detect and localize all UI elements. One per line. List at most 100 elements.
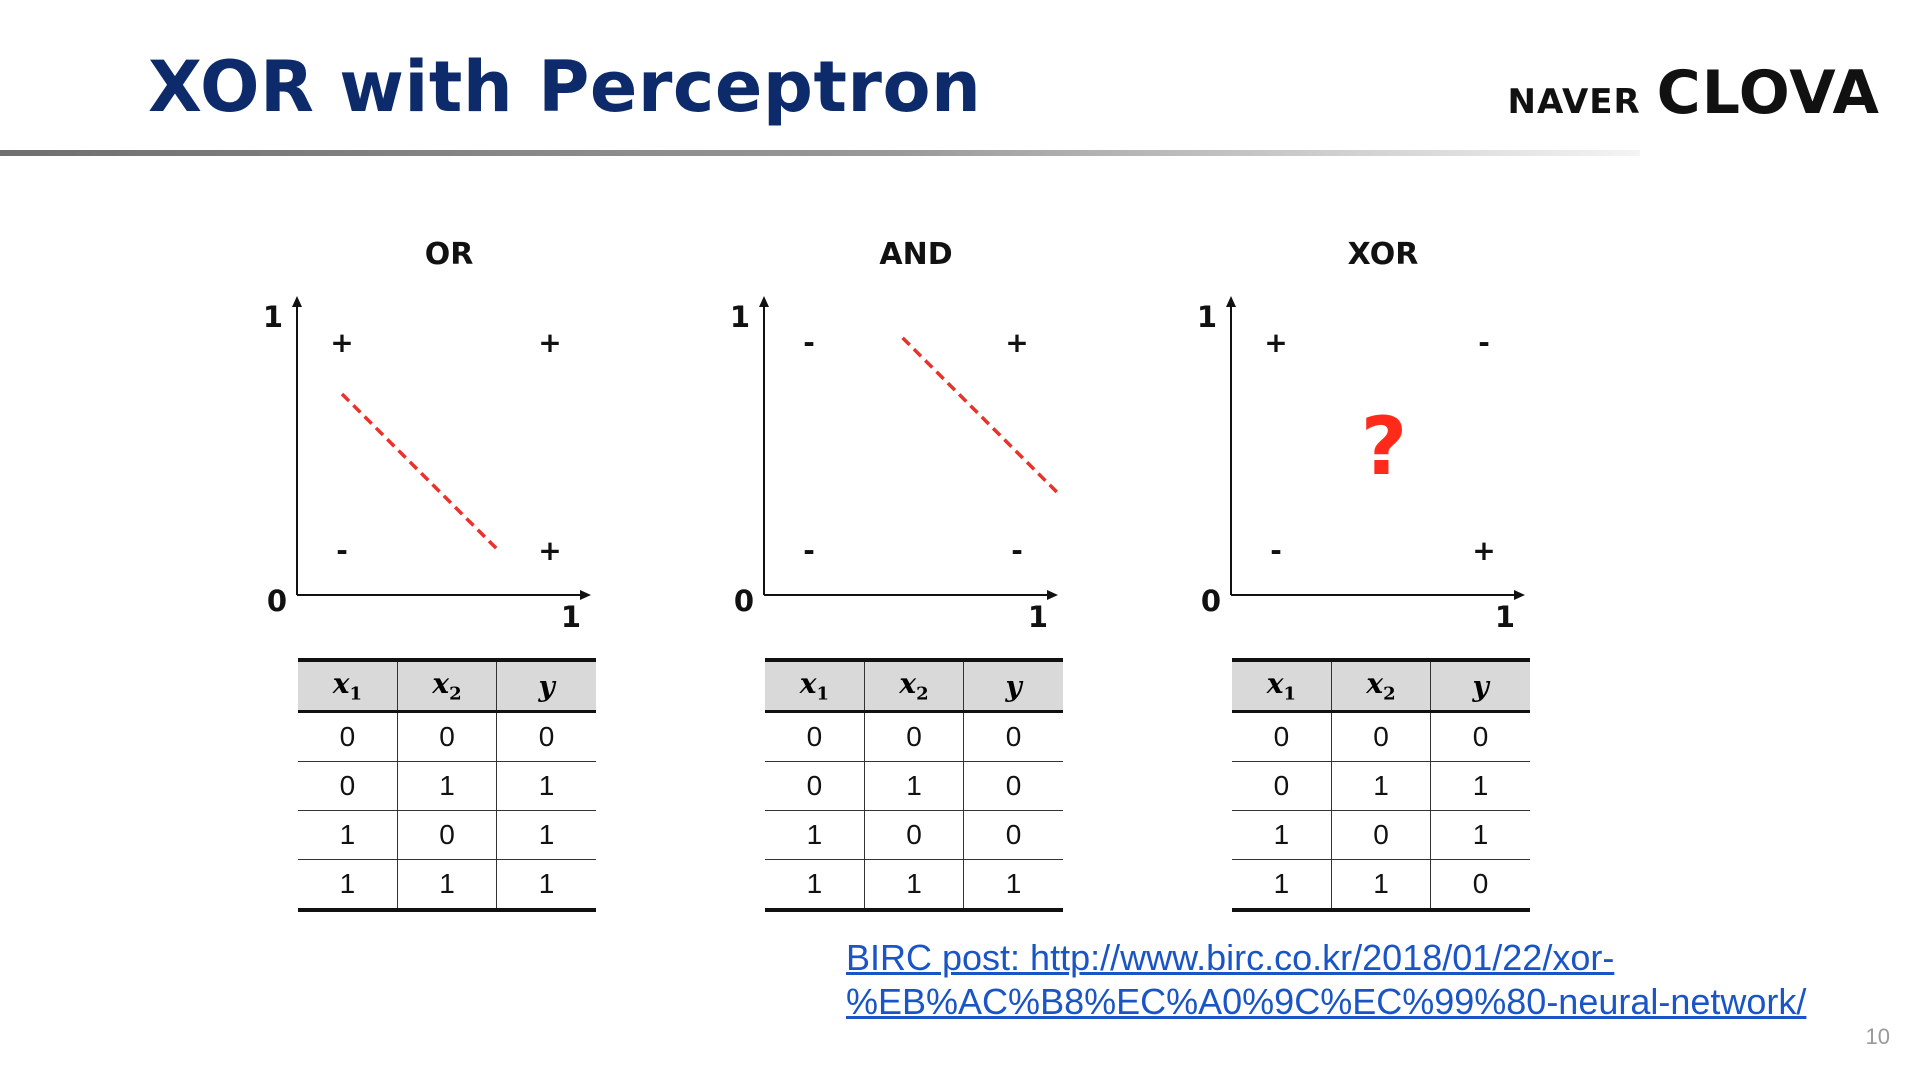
table-cell: 0 (963, 810, 1063, 860)
and-title: AND (879, 237, 952, 272)
table-cell: 1 (1232, 859, 1332, 910)
y-axis-arrow-icon (759, 296, 769, 307)
plus-point: + (538, 326, 561, 359)
x-axis-arrow-icon (1047, 590, 1058, 600)
table-header-row: x1 x2 y (298, 660, 596, 713)
minus-point: - (1478, 326, 1490, 359)
brand-logo: NAVER CLOVA (1507, 58, 1880, 128)
table-header-row: x1 x2 y (1232, 660, 1530, 713)
decision-boundary-line (901, 336, 1060, 496)
column-header-y: y (1430, 660, 1530, 713)
table-cell: 0 (1330, 810, 1431, 860)
table-cell: 1 (396, 761, 497, 811)
table-cell: 1 (1430, 810, 1530, 860)
table-cell: 0 (963, 761, 1063, 811)
x-axis-max-label: 1 (561, 600, 581, 634)
origin-label: 0 (734, 584, 754, 618)
column-header-x1: x1 (765, 660, 865, 713)
table-cell: 0 (1330, 711, 1431, 762)
minus-point: - (1270, 534, 1282, 567)
table-cell: 0 (765, 761, 865, 811)
origin-label: 0 (267, 584, 287, 618)
y-axis-arrow-icon (1226, 296, 1236, 307)
column-header-y: y (496, 660, 596, 713)
table-cell: 1 (496, 859, 596, 910)
x-axis-arrow-icon (580, 590, 591, 600)
link-line-1: BIRC post: http://www.birc.co.kr/2018/01… (846, 937, 1615, 978)
page-number: 10 (1865, 1024, 1890, 1049)
table-cell: 1 (1330, 761, 1431, 811)
column-header-y: y (963, 660, 1063, 713)
table-cell: 0 (396, 810, 497, 860)
question-mark: ? (1361, 400, 1407, 493)
table-cell: 0 (806, 721, 823, 752)
column-header-x2: x2 (1330, 660, 1431, 713)
table-cell: 1 (396, 859, 497, 910)
xor-title: XOR (1348, 237, 1419, 272)
table-cell: 1 (863, 761, 964, 811)
x-axis-max-label: 1 (1028, 600, 1048, 634)
table-cell: 0 (963, 711, 1063, 762)
table-cell: 1 (765, 859, 865, 910)
plus-point: + (1472, 534, 1495, 567)
origin-label: 0 (1201, 584, 1221, 618)
table-cell: 0 (396, 711, 497, 762)
decision-boundary-line (340, 392, 500, 552)
table-cell: 1 (496, 761, 596, 811)
column-header-x1: x1 (1232, 660, 1332, 713)
table-header-row: x1 x2 y (765, 660, 1063, 713)
table-cell: 0 (1430, 711, 1530, 762)
y-axis-max-label: 1 (1197, 300, 1217, 334)
table-cell: 1 (1232, 810, 1332, 860)
x-axis-arrow-icon (1514, 590, 1525, 600)
table-cell: 1 (1330, 859, 1431, 910)
table-cell: 1 (863, 859, 964, 910)
table-cell: 0 (1430, 859, 1530, 910)
x-axis-max-label: 1 (1495, 600, 1515, 634)
y-axis-arrow-icon (292, 296, 302, 307)
table-cell: 1 (765, 810, 865, 860)
minus-point: - (803, 326, 815, 359)
table-cell: 0 (496, 711, 596, 762)
table-cell: 0 (339, 721, 356, 752)
table-cell: 0 (1232, 761, 1332, 811)
table-cell: 0 (1273, 721, 1290, 752)
column-header-x2: x2 (396, 660, 497, 713)
table-cell: 1 (496, 810, 596, 860)
column-header-x2: x2 (863, 660, 964, 713)
table-cell: 1 (298, 810, 398, 860)
minus-point: - (803, 534, 815, 567)
column-header-x1: x1 (298, 660, 398, 713)
table-cell: 0 (863, 711, 964, 762)
plus-point: + (538, 534, 561, 567)
minus-point: - (336, 534, 348, 567)
plus-point: + (330, 326, 353, 359)
or-title: OR (425, 237, 474, 272)
table-cell: 0 (863, 810, 964, 860)
brand-naver-text: NAVER (1507, 82, 1641, 122)
table-cell: 1 (963, 859, 1063, 910)
or-plot: OR0 11+ +- + (263, 237, 591, 634)
birc-post-link[interactable]: BIRC post: http://www.birc.co.kr/2018/01… (846, 936, 1806, 1024)
y-axis-max-label: 1 (263, 300, 283, 334)
title-divider (0, 150, 1640, 156)
